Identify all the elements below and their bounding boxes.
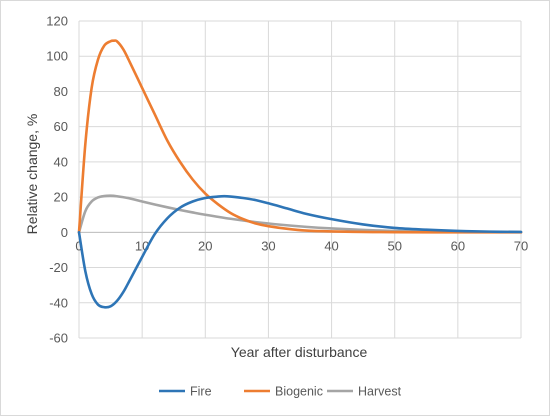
y-tick-label: 120 [46,14,68,29]
y-tick-label: 60 [54,119,68,134]
x-tick-label: 40 [324,238,338,253]
y-tick-label: 20 [54,190,68,205]
legend-label-biogenic: Biogenic [275,385,323,399]
series-lines [77,39,523,309]
series-line-fire [77,194,523,309]
y-tick-label: 80 [54,84,68,99]
x-tick-label: 30 [261,238,275,253]
x-tick-label: 70 [514,238,528,253]
legend: Fire Biogenic Harvest [159,385,402,399]
y-axis-ticks: -60 -40 -20 0 20 40 60 80 100 120 [46,14,68,346]
y-tick-label: -60 [49,331,68,346]
y-tick-label: 100 [46,49,68,64]
y-axis-title: Relative change, % [24,114,40,235]
x-tick-label: 60 [451,238,465,253]
series-line-biogenic [77,39,523,234]
legend-label-harvest: Harvest [358,385,402,399]
series-line-harvest [77,194,523,234]
legend-label-fire: Fire [190,385,212,399]
y-tick-label: -40 [49,295,68,310]
x-tick-label: 20 [198,238,212,253]
x-axis-ticks: 0 10 20 30 40 50 60 70 [75,238,528,253]
y-tick-label: -20 [49,260,68,275]
x-tick-label: 50 [387,238,401,253]
y-tick-label: 0 [61,225,68,240]
x-tick-label: 0 [75,238,82,253]
gridlines [78,20,522,339]
y-tick-label: 40 [54,154,68,169]
x-axis-title: Year after disturbance [231,344,368,360]
